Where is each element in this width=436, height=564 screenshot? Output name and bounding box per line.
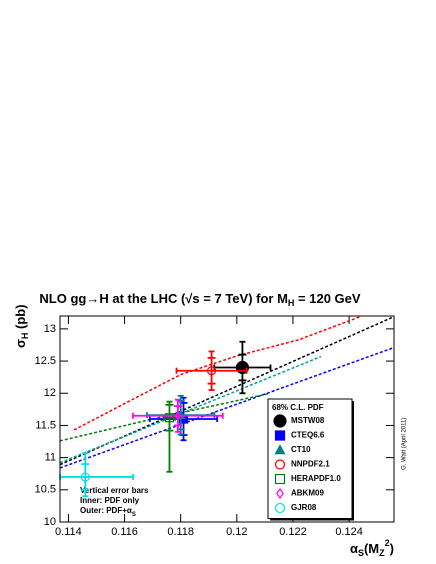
legend-label: HERAPDF1.0: [291, 474, 341, 483]
x-tick-label: 0.116: [111, 526, 138, 538]
x-axis-label: αS(MZ2): [350, 538, 394, 558]
x-tick-label: 0.12: [226, 526, 247, 538]
legend-marker: [273, 414, 287, 428]
marker: [164, 413, 175, 423]
note: Inner: PDF only: [80, 496, 140, 505]
legend-marker: [274, 459, 286, 470]
legend-label: NNPDF2.1: [291, 460, 330, 469]
x-tick-label: 0.122: [279, 526, 307, 538]
x-tick-label: 0.124: [335, 526, 363, 538]
marker: [80, 472, 90, 482]
y-tick-label: 12: [44, 387, 56, 399]
credit: G. Watt (April 2011): [402, 418, 408, 470]
x-tick-label: 0.118: [167, 526, 194, 538]
y-tick-label: 11.5: [35, 419, 56, 431]
trend-curve: [60, 346, 394, 469]
legend-marker: [274, 473, 286, 485]
legend-marker: [276, 487, 284, 500]
legend-label: CT10: [291, 445, 311, 454]
legend-label: GJR08: [291, 503, 317, 512]
legend-label: MSTW08: [291, 416, 325, 425]
marker: [174, 410, 182, 421]
y-tick-label: 10.5: [35, 484, 56, 496]
legend-title: 68% C.L. PDF: [272, 403, 324, 412]
legend-label: ABKM09: [291, 489, 324, 498]
x-tick-label: 0.114: [55, 526, 82, 538]
y-tick-label: 12.5: [35, 355, 56, 367]
chart-title: NLO gg→H at the LHC (√s = 7 TeV) for MH …: [39, 291, 360, 308]
legend-marker: [274, 444, 286, 455]
note: Vertical error bars: [80, 486, 149, 495]
note: Outer: PDF+αS: [80, 506, 136, 517]
y-tick-label: 10: [44, 516, 56, 528]
plot-frame: [59, 315, 395, 523]
legend-label: CTEQ6.6: [291, 431, 325, 440]
y-axis-label: σH (pb): [13, 304, 30, 348]
marker: [206, 366, 217, 376]
y-tick-label: 13: [44, 323, 56, 335]
legend-marker: [274, 430, 286, 441]
y-tick-label: 11: [45, 452, 56, 464]
trend-curve: [73, 316, 361, 431]
legend-marker: [274, 502, 286, 514]
trend-curve: [60, 355, 322, 464]
